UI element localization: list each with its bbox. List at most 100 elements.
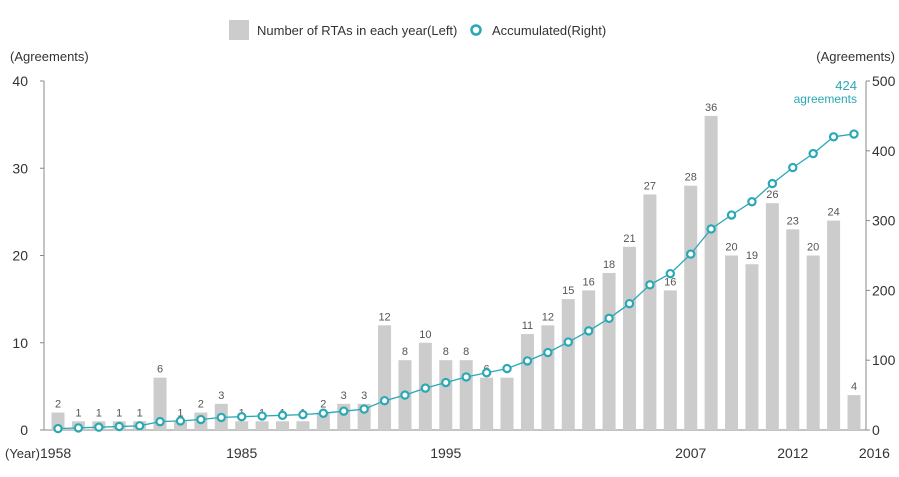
accumulated-point (747, 197, 757, 207)
bar-value-label: 6 (157, 364, 163, 376)
bar (480, 377, 494, 430)
bar (439, 360, 453, 430)
x-tick-label: 1958 (40, 445, 71, 461)
bar-value-label: 11 (522, 320, 533, 332)
bar (786, 229, 800, 430)
y-right-tick-label: 100 (872, 352, 896, 368)
bar (173, 421, 187, 430)
bar (704, 115, 718, 431)
bar (316, 412, 330, 430)
bar (725, 255, 739, 430)
y-left-tick-label: 30 (12, 160, 28, 176)
bar-value-label: 3 (341, 390, 347, 402)
x-tick-label: 1985 (226, 445, 257, 461)
accumulated-point (196, 414, 206, 425)
bar-value-label: 2 (320, 399, 326, 411)
bar-value-label: 15 (562, 285, 574, 297)
accumulated-point (645, 280, 655, 290)
plot-area: 0102030400100200300400500211116123111123… (12, 73, 895, 461)
y-left-tick-label: 10 (12, 335, 28, 351)
bar (255, 421, 269, 430)
bar-value-label: 1 (137, 407, 143, 419)
bar-value-label: 8 (463, 346, 469, 358)
accumulated-point (767, 178, 778, 189)
bar (602, 272, 616, 430)
y-right-tick-label: 300 (872, 213, 896, 229)
bar-value-label: 1 (75, 407, 81, 419)
x-tick-label: 2016 (859, 445, 890, 461)
bar (235, 421, 249, 430)
bar (643, 194, 657, 430)
bar-value-label: 16 (583, 276, 595, 288)
bar-value-label: 10 (419, 329, 431, 341)
bar-value-label: 2 (198, 399, 204, 411)
bar (827, 220, 841, 430)
bar (582, 290, 596, 430)
accumulated-line (57, 133, 855, 430)
bar-value-label: 1 (116, 407, 122, 419)
accumulated-point (379, 395, 390, 406)
bar-value-label: 24 (827, 207, 839, 219)
bar-value-label: 23 (787, 215, 799, 227)
accumulated-point (808, 148, 818, 159)
accumulated-point (236, 412, 247, 422)
accumulated-point (624, 298, 635, 309)
accumulated-point (788, 162, 798, 173)
accumulated-point (441, 377, 451, 388)
accumulated-point (134, 421, 145, 431)
accumulated-point (339, 406, 349, 416)
accumulated-point (73, 423, 84, 433)
bar (378, 325, 392, 430)
y-left-axis-title: (Agreements) (10, 49, 89, 64)
annotation-unit: agreements (794, 92, 857, 106)
y-right-axis-title: (Agreements) (816, 49, 895, 64)
bar (765, 203, 779, 430)
accumulated-point (298, 409, 308, 420)
bar (459, 360, 473, 430)
bar (276, 421, 290, 430)
bar-value-label: 2 (55, 399, 61, 411)
bar (622, 246, 636, 430)
bar (296, 421, 310, 430)
bar (847, 395, 861, 430)
x-axis-prefix: (Year) (5, 446, 40, 461)
y-right-tick-label: 200 (872, 282, 896, 298)
accumulated-point (726, 210, 737, 220)
bar-value-label: 1 (177, 407, 183, 419)
y-right-tick-label: 0 (872, 422, 880, 438)
accumulated-point (502, 363, 512, 374)
legend: Number of RTAs in each year(Left) Accumu… (229, 20, 606, 40)
accumulated-point (318, 408, 329, 418)
y-right-tick-label: 400 (872, 143, 896, 159)
accumulated-point (461, 372, 471, 382)
bar-value-label: 16 (664, 276, 676, 288)
bar-value-label: 3 (361, 390, 367, 402)
accumulated-point (522, 356, 533, 366)
bar-value-label: 3 (218, 390, 224, 402)
legend-line-label: Accumulated(Right) (492, 23, 606, 38)
accumulated-point (828, 132, 839, 142)
y-left-tick-label: 20 (12, 248, 28, 264)
y-left-tick-label: 0 (20, 422, 28, 438)
bar (520, 334, 534, 430)
bar-value-label: 19 (746, 250, 758, 262)
bar-value-label: 21 (623, 233, 635, 245)
accumulated-point (563, 337, 573, 347)
legend-bar-label: Number of RTAs in each year(Left) (257, 23, 457, 38)
accumulated-point (216, 412, 226, 423)
bar (561, 299, 575, 430)
legend-line-marker (470, 24, 482, 36)
accumulated-point (543, 347, 553, 358)
bar-value-label: 36 (705, 102, 717, 114)
accumulated-point (481, 368, 492, 378)
annotation-value: 424 (835, 78, 857, 93)
accumulated-point (849, 129, 859, 139)
accumulated-point (665, 268, 676, 279)
accumulated-point (359, 404, 369, 414)
x-tick-label: 2012 (777, 445, 808, 461)
bar-value-label: 12 (378, 311, 390, 323)
bar-value-label: 8 (443, 346, 449, 358)
bar-value-label: 12 (542, 311, 554, 323)
y-right-tick-label: 500 (872, 73, 896, 89)
